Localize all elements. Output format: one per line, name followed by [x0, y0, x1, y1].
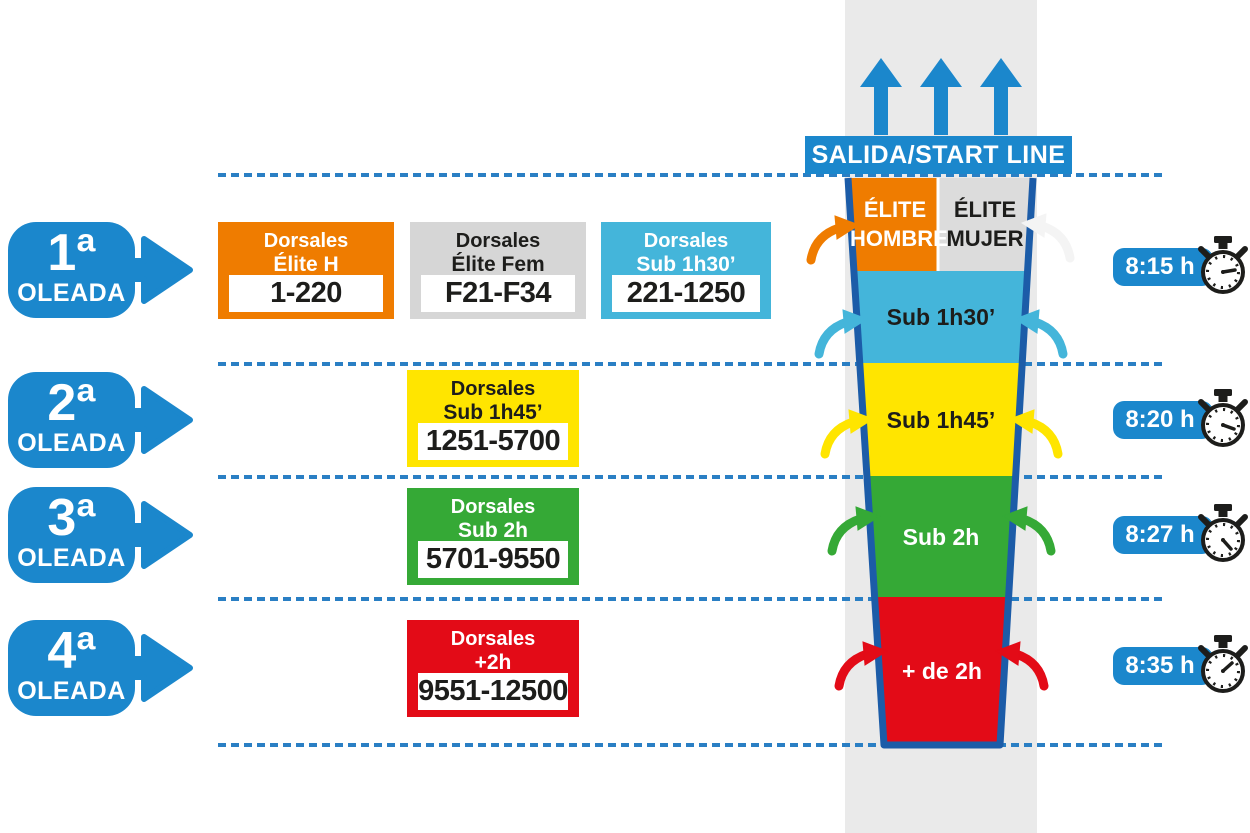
zone-label-elite-mujer: ÉLITE MUJER	[946, 197, 1024, 251]
wave-4-ordinal: 4ª	[47, 622, 96, 680]
dorsal-box-elite-fem: Dorsales Élite Fem F21-F34	[410, 222, 586, 319]
wave-separator-line-1	[218, 173, 1165, 177]
dorsal-box-plus-2h: Dorsales +2h 9551-12500	[407, 620, 579, 717]
stopwatch-icon-4	[1198, 635, 1248, 693]
zone-label-sub-2h: Sub 2h	[902, 524, 980, 550]
dorsal-box-sub-2h: Dorsales Sub 2h 5701-9550	[407, 488, 579, 585]
time-badge-4: 8:35 h	[1113, 647, 1213, 685]
dorsal-box-sub-1h30: Dorsales Sub 1h30’ 221-1250	[601, 222, 771, 319]
wave-3-word: OLEADA	[17, 544, 126, 572]
start-line-banner: SALIDA/START LINE	[805, 136, 1072, 174]
zone-label-elite-hombre: ÉLITE HOMBRE	[850, 197, 948, 251]
wave-2-word: OLEADA	[17, 429, 126, 457]
stopwatch-icon-1	[1198, 236, 1248, 294]
wave-separator-line-3	[218, 475, 1165, 479]
wave-arrow-icon-1	[98, 236, 193, 304]
wave-1-ordinal: 1ª	[47, 224, 96, 282]
dorsal-range-sub-2h: 5701-9550	[418, 541, 568, 578]
dorsal-range-sub-1h30: 221-1250	[612, 275, 760, 312]
zone-label-plus-2h: + de 2h	[902, 658, 982, 684]
zone-label-sub-1h45: Sub 1h45’	[886, 407, 996, 433]
stopwatch-icon-2	[1198, 389, 1248, 447]
dorsal-range-plus-2h: 9551-12500	[418, 673, 568, 710]
wave-1-word: OLEADA	[17, 279, 126, 307]
wave-separator-line-5	[218, 743, 1165, 747]
stopwatch-icon-3	[1198, 504, 1248, 562]
start-line-label: SALIDA/START LINE	[811, 140, 1066, 169]
wave-arrow-icon-2	[98, 386, 193, 454]
wave-separator-line-4	[218, 597, 1165, 601]
dorsal-range-elite-fem: F21-F34	[421, 275, 575, 312]
wave-arrow-icon-3	[98, 501, 193, 569]
wave-separator-line-2	[218, 362, 1165, 366]
zone-label-sub-1h30: Sub 1h30’	[886, 304, 996, 330]
dorsal-box-sub-1h45: Dorsales Sub 1h45’ 1251-5700	[407, 370, 579, 467]
dorsal-box-elite-h: Dorsales Élite H 1-220	[218, 222, 394, 319]
wave-arrow-icon-4	[98, 634, 193, 702]
time-badge-2: 8:20 h	[1113, 401, 1213, 439]
wave-4-word: OLEADA	[17, 677, 126, 705]
wave-2-ordinal: 2ª	[47, 374, 96, 432]
wave-badge-4: 4ª OLEADA	[8, 620, 135, 716]
time-badge-3: 8:27 h	[1113, 516, 1213, 554]
wave-3-ordinal: 3ª	[47, 489, 96, 547]
wave-badge-1: 1ª OLEADA	[8, 222, 135, 318]
dorsal-range-elite-h: 1-220	[229, 275, 383, 312]
time-badge-1: 8:15 h	[1113, 248, 1213, 286]
dorsal-range-sub-1h45: 1251-5700	[418, 423, 568, 460]
